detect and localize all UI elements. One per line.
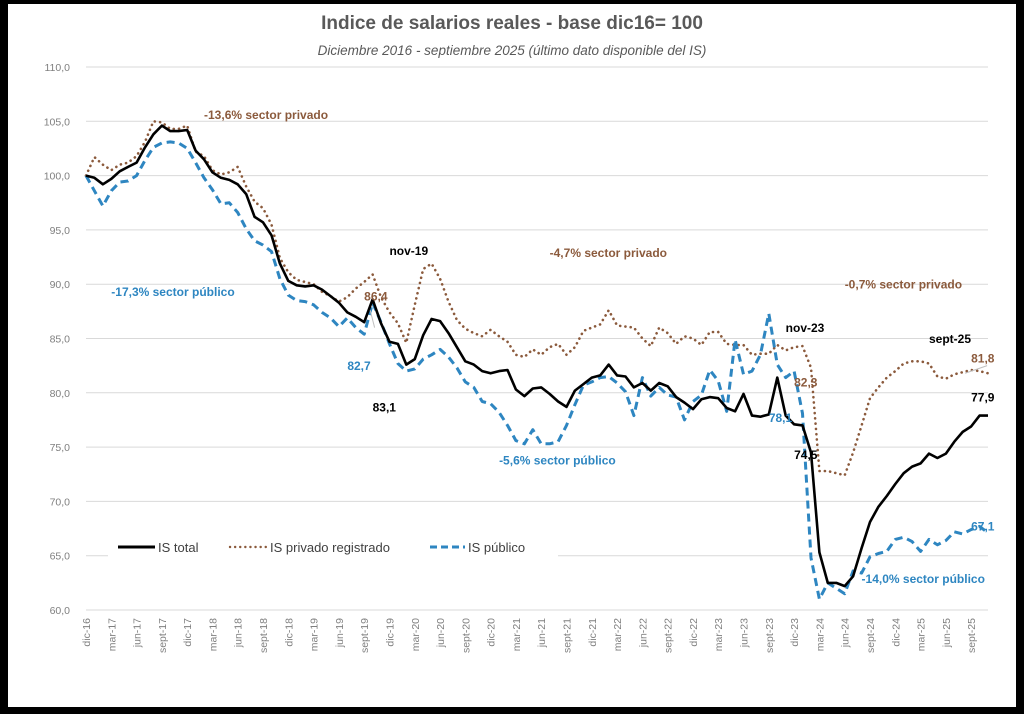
x-tick-label: mar-17 (106, 618, 118, 651)
series-lines (84, 120, 990, 601)
x-tick-label: mar-24 (814, 618, 826, 651)
x-tick-label: jun-19 (334, 618, 346, 648)
x-tick-label: jun-22 (637, 618, 649, 648)
x-tick-label: sept-18 (258, 618, 270, 653)
annotation-label: 77,9 (971, 390, 995, 404)
x-tick-label: mar-22 (612, 618, 624, 651)
annotation-label: sept-25 (929, 332, 971, 346)
x-tick-label: mar-21 (511, 618, 523, 651)
x-tick-label: mar-23 (713, 618, 725, 651)
x-tick-label: jun-24 (840, 618, 852, 648)
annotation-label: nov-19 (389, 244, 428, 258)
annotation-label: -0,7% sector privado (845, 278, 962, 292)
x-axis-ticks: dic-16 mar-17 jun-17 sept-17 dic-17 mar-18 jun… (81, 618, 978, 653)
x-tick-label: sept-23 (764, 618, 776, 653)
annotation-label: 78,1 (769, 411, 793, 425)
x-tick-label: mar-25 (916, 618, 928, 651)
x-tick-label: jun-17 (132, 618, 144, 648)
x-tick-label: dic-19 (384, 618, 396, 647)
x-tick-label: dic-23 (789, 618, 801, 647)
legend-background (108, 531, 558, 563)
x-tick-label: sept-17 (157, 618, 169, 653)
x-tick-label: mar-18 (207, 618, 219, 651)
x-tick-label: sept-22 (663, 618, 675, 653)
y-tick-label: 95,0 (50, 225, 71, 237)
y-tick-label: 65,0 (50, 551, 71, 563)
annotation-label: -14,0% sector público (862, 572, 985, 586)
annotations: -13,6% sector privado -17,3% sector públi… (111, 108, 995, 586)
annotation-label: 74,5 (794, 448, 818, 462)
annotation-label: 82,7 (347, 359, 371, 373)
y-tick-label: 90,0 (50, 279, 71, 291)
x-tick-label: jun-21 (536, 618, 548, 648)
x-tick-label: dic-18 (283, 618, 295, 647)
x-tick-label: mar-20 (410, 618, 422, 651)
series-line-is-total (85, 124, 988, 588)
x-tick-label: jun-20 (435, 618, 447, 648)
annotation-label: 86,4 (364, 289, 388, 303)
annotation-label: 81,8 (971, 351, 995, 365)
leader-line (369, 310, 376, 328)
y-tick-label: 80,0 (50, 388, 71, 400)
x-tick-label: dic-22 (688, 618, 700, 647)
x-tick-label: sept-24 (865, 618, 877, 653)
series-line-is-p-blico (84, 140, 989, 601)
chart-title: Indice de salarios reales - base dic16= … (321, 13, 703, 34)
x-tick-label: dic-21 (587, 618, 599, 647)
x-tick-label: jun-23 (739, 618, 751, 648)
gridlines (86, 66, 988, 611)
y-tick-label: 60,0 (50, 605, 71, 617)
annotation-label: 82,3 (794, 375, 818, 389)
legend-label-is-publico: IS público (468, 540, 525, 555)
annotation-label: -5,6% sector público (499, 453, 616, 467)
annotation-label: -13,6% sector privado (204, 108, 328, 122)
annotation-label: 83,1 (373, 400, 397, 414)
x-tick-label: dic-17 (182, 618, 194, 647)
legend: IS total IS privado registrado IS públic… (108, 531, 558, 563)
y-tick-label: 85,0 (50, 334, 71, 346)
chart-subtitle: Diciembre 2016 - septiembre 2025 (último… (317, 43, 707, 58)
x-tick-label: dic-16 (81, 618, 93, 647)
legend-label-is-privado: IS privado registrado (270, 540, 390, 555)
y-tick-label: 110,0 (45, 62, 71, 74)
x-tick-label: dic-20 (486, 618, 498, 647)
y-tick-label: 70,0 (50, 496, 71, 508)
y-tick-label: 105,0 (44, 116, 70, 128)
annotation-label: -17,3% sector público (111, 285, 234, 299)
x-tick-label: sept-20 (460, 618, 472, 653)
annotation-label: nov-23 (786, 321, 825, 335)
x-tick-label: sept-19 (359, 618, 371, 653)
y-tick-label: 100,0 (44, 171, 70, 183)
y-axis-ticks: 60,0 65,0 70,0 75,0 80,0 85,0 90,0 95,0 100,0 105… (44, 62, 70, 617)
x-tick-label: mar-19 (309, 618, 321, 651)
x-tick-label: sept-25 (966, 618, 978, 653)
x-tick-label: jun-18 (233, 618, 245, 648)
leader-line (964, 365, 988, 374)
x-tick-label: dic-24 (890, 618, 902, 647)
annotation-label: -4,7% sector privado (550, 246, 667, 260)
y-tick-label: 75,0 (50, 442, 71, 454)
x-tick-label: jun-25 (941, 618, 953, 648)
legend-label-is-total: IS total (158, 540, 199, 555)
x-tick-label: sept-21 (562, 618, 574, 653)
annotation-label: 67,1 (971, 520, 995, 534)
